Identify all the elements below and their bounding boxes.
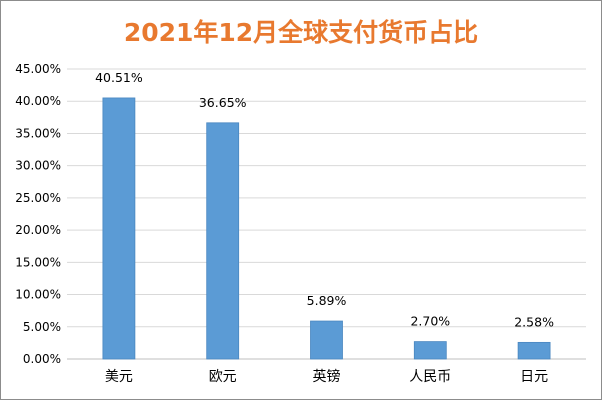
y-tick-label: 45.00% [15, 62, 61, 76]
bar [517, 341, 551, 360]
y-tick-label: 10.00% [15, 288, 61, 302]
data-label: 2.70% [410, 314, 450, 329]
y-tick-label: 30.00% [15, 159, 61, 173]
data-label: 2.58% [514, 314, 554, 329]
bar [206, 122, 240, 360]
data-labels: 40.51% 36.65% 5.89% 2.70% 2.58% [95, 70, 554, 329]
bar [413, 341, 447, 360]
bar [310, 320, 343, 360]
chart-title: 2021年12月全球支付货币占比 [124, 18, 478, 47]
y-tick-label: 20.00% [15, 223, 61, 237]
data-label: 40.51% [95, 70, 143, 85]
y-axis-ticks: 0.00% 5.00% 10.00% 15.00% 20.00% 25.00% 30.00%… [15, 62, 61, 366]
bars [102, 97, 551, 360]
y-tick-label: 0.00% [23, 352, 61, 366]
y-tick-label: 35.00% [15, 126, 61, 140]
data-label: 36.65% [199, 95, 247, 110]
bar [102, 97, 136, 360]
y-tick-label: 25.00% [15, 191, 61, 205]
x-axis-categories: 美元 欧元 英镑 人民币 日元 [105, 368, 548, 385]
category-label: 日元 [520, 369, 548, 385]
y-tick-label: 5.00% [23, 320, 61, 334]
y-tick-label: 40.00% [15, 94, 61, 108]
gridlines [67, 68, 586, 360]
category-label: 欧元 [209, 369, 237, 385]
category-label: 英镑 [313, 368, 341, 385]
category-label: 美元 [105, 369, 133, 385]
data-label: 5.89% [307, 293, 347, 308]
y-tick-label: 15.00% [15, 255, 61, 269]
category-label: 人民币 [409, 369, 451, 385]
